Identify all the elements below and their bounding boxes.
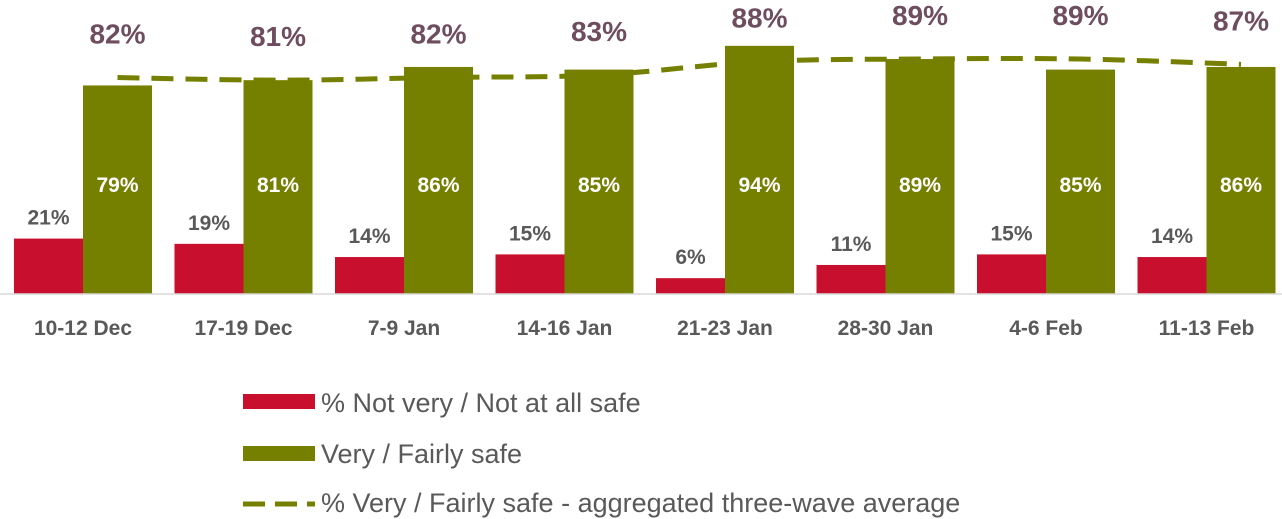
legend-swatch-not-safe — [243, 394, 315, 409]
x-tick-label: 11-13 Feb — [1159, 317, 1255, 340]
bar-very-fairly-safe — [243, 80, 313, 294]
data-label-very-fairly-safe: 94% — [738, 174, 780, 197]
average-data-label: 82% — [410, 19, 466, 50]
bar-not-safe — [174, 243, 244, 294]
legend-label-three-wave-average: % Very / Fairly safe - aggregated three-… — [321, 488, 960, 518]
legend-item-not-safe[interactable]: % Not very / Not at all safe — [243, 388, 641, 418]
x-tick-label: 17-19 Dec — [194, 317, 292, 340]
data-label-very-fairly-safe: 85% — [578, 174, 620, 197]
bar-not-safe — [14, 238, 83, 294]
data-label-very-fairly-safe: 89% — [899, 174, 941, 197]
bar-not-safe — [495, 254, 565, 294]
x-tick-label: 14-16 Jan — [517, 317, 613, 340]
bar-very-fairly-safe — [564, 69, 634, 294]
x-tick-label: 28-30 Jan — [838, 317, 934, 340]
x-tick-label: 10-12 Dec — [34, 317, 132, 340]
average-data-label: 87% — [1213, 5, 1269, 36]
data-label-not-safe: 15% — [990, 222, 1032, 245]
bars-layer — [14, 45, 1276, 295]
data-label-very-fairly-safe: 79% — [96, 174, 138, 197]
data-label-not-safe: 14% — [1151, 225, 1193, 248]
average-data-label: 81% — [250, 21, 306, 52]
bar-very-fairly-safe — [404, 66, 473, 295]
data-label-not-safe: 14% — [348, 225, 390, 248]
average-data-label: 82% — [89, 19, 145, 50]
bar-very-fairly-safe — [1206, 66, 1276, 295]
average-data-label: 89% — [1052, 0, 1108, 31]
legend-label-not-safe: % Not very / Not at all safe — [321, 388, 641, 418]
data-label-not-safe: 11% — [831, 233, 872, 256]
average-data-label: 88% — [731, 3, 787, 34]
bar-very-fairly-safe — [725, 45, 794, 295]
legend-label-very-fairly-safe: Very / Fairly safe — [321, 439, 522, 469]
data-label-not-safe: 19% — [188, 212, 230, 235]
data-label-very-fairly-safe: 85% — [1059, 174, 1101, 197]
bar-not-safe — [335, 257, 404, 294]
x-tick-label: 7-9 Jan — [368, 317, 440, 340]
bar-not-safe — [1137, 257, 1207, 294]
data-label-not-safe: 21% — [27, 207, 69, 230]
bar-not-safe — [816, 264, 886, 294]
legend-swatch-very-fairly-safe — [243, 446, 315, 461]
average-data-label: 89% — [892, 0, 948, 31]
category-labels-layer: 10-12 Dec 17-19 Dec 7-9 Jan 14-16 Jan 21-23 … — [34, 317, 1254, 340]
bar-very-fairly-safe — [83, 85, 152, 294]
x-tick-label: 21-23 Jan — [677, 317, 773, 340]
three-wave-average-line — [117, 55, 1242, 83]
bar-very-fairly-safe — [885, 59, 955, 294]
average-data-label: 83% — [571, 16, 627, 47]
average-line-layer — [117, 55, 1242, 83]
data-label-very-fairly-safe: 86% — [417, 174, 459, 197]
bar-labels-layer: 21% 79% 19% 81% 14% 86% 15% 85% 6% 94% 11% 89% 15% 85… — [27, 174, 1262, 269]
bar-not-safe — [977, 254, 1046, 294]
x-tick-label: 4-6 Feb — [1009, 317, 1083, 340]
data-label-not-safe: 6% — [675, 246, 706, 269]
legend-item-very-fairly-safe[interactable]: Very / Fairly safe — [243, 439, 522, 469]
data-label-not-safe: 15% — [509, 222, 551, 245]
average-labels-layer: 82% 81% 82% 83% 88% 89% 89% 87% — [89, 0, 1269, 52]
data-label-very-fairly-safe: 86% — [1220, 174, 1262, 197]
bar-very-fairly-safe — [1046, 69, 1115, 294]
legend-item-three-wave-average[interactable]: % Very / Fairly safe - aggregated three-… — [243, 488, 960, 518]
data-label-very-fairly-safe: 81% — [257, 174, 299, 197]
legend: % Not very / Not at all safe Very / Fair… — [243, 388, 960, 518]
bar-not-safe — [656, 278, 725, 294]
